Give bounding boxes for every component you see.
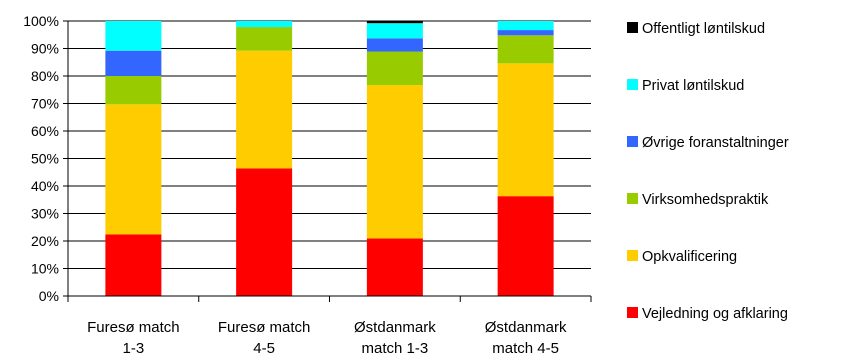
x-tick-label: Østdanmark [354,319,436,336]
x-tick-label: match 4-5 [492,340,559,356]
legend-swatch [627,307,638,318]
bar-segment [366,51,423,86]
bar-segment [105,76,162,105]
bar-segment [236,168,293,296]
x-tick-label: 4-5 [253,340,275,356]
legend-label: Virksomhedspraktik [642,192,769,208]
bar-segment [366,38,423,52]
legend-label: Vejledning og afklaring [642,306,788,322]
legend-label: Opkvalificering [642,249,737,265]
y-tick-label: 60% [31,123,59,139]
x-tick-label: match 1-3 [362,340,429,356]
y-tick-label: 50% [31,151,59,167]
bar-segment [366,238,423,296]
bar-segment [497,35,554,64]
legend-swatch [627,22,638,33]
axes [63,20,592,302]
y-axis-tick-labels: 0% 10% 20% 30% 40% 50% 60% 70% 80% 90% 100% [23,13,59,304]
y-tick-label: 70% [31,96,59,112]
legend-swatch [627,79,638,90]
bar-segment [366,23,423,39]
bar-segment [236,27,293,51]
x-tick-label: Furesø match [218,319,311,336]
y-tick-label: 10% [31,261,59,277]
y-tick-label: 30% [31,206,59,222]
bar-segment [105,50,162,76]
bar-segment [105,104,162,235]
bar-segment [497,30,554,36]
legend-swatch [627,193,638,204]
bar-segment [236,21,293,28]
y-tick-label: 90% [31,41,59,57]
legend-swatch [627,250,638,261]
legend-label: Privat løntilskud [642,78,744,94]
bar-segment [497,196,554,296]
y-tick-label: 80% [31,68,59,84]
legend-swatch [627,136,638,147]
x-axis-tick-labels: Furesø match 1-3 Furesø match 4-5 Østdanmark… [87,319,567,356]
bar-segment [497,63,554,197]
x-tick-label: 1-3 [123,340,145,356]
bar-segment [497,21,554,31]
bar-segment [236,50,293,169]
bars [105,21,554,296]
y-tick-label: 20% [31,233,59,249]
y-tick-label: 0% [39,288,59,304]
bar-segment [366,21,423,24]
y-tick-label: 40% [31,178,59,194]
x-tick-label: Furesø match [87,319,180,336]
bar-segment [105,21,162,51]
y-tick-label: 100% [23,13,59,29]
legend-label: Offentligt løntilskud [642,21,765,37]
bar-segment [366,85,423,239]
x-tick-label: Østdanmark [485,319,567,336]
legend: Offentligt løntilskud Privat løntilskud Øv… [627,21,789,322]
bar-segment [105,234,162,296]
legend-label: Øvrige foranstaltninger [642,135,789,151]
